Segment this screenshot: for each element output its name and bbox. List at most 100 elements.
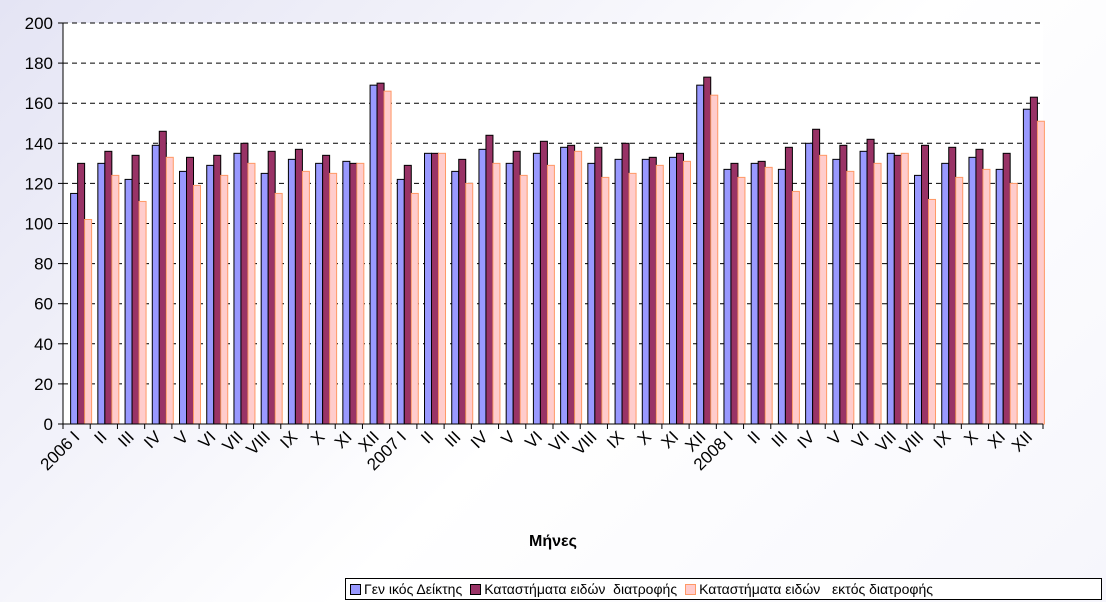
bar — [648, 156, 657, 425]
x-tick-label: V — [498, 427, 520, 449]
bar — [403, 164, 412, 425]
x-tick-label: V — [171, 427, 193, 449]
bar — [737, 176, 746, 425]
y-tick-label: 200 — [25, 14, 53, 33]
bar — [512, 150, 521, 425]
x-tick-label: XI — [658, 427, 683, 452]
bar — [587, 162, 596, 425]
y-tick-label: 40 — [34, 335, 53, 354]
x-tick-label: IV — [794, 427, 819, 452]
bar — [567, 144, 576, 425]
legend-item-food-stores: Καταστήματα ειδών διατροφής — [470, 581, 677, 597]
bar — [193, 184, 202, 425]
x-tick-label: VI — [848, 427, 873, 452]
bar — [886, 152, 895, 425]
bar — [764, 166, 773, 425]
bar — [287, 158, 296, 425]
bar — [186, 156, 195, 425]
bar — [131, 154, 140, 425]
y-tick-label: 120 — [25, 174, 53, 193]
x-tick-label: VIII — [243, 427, 274, 458]
bar — [431, 152, 440, 425]
bar — [158, 130, 167, 425]
x-tick-label: VI — [195, 427, 220, 452]
bar — [1002, 152, 1011, 425]
bar — [1022, 108, 1031, 425]
bar — [655, 164, 664, 425]
bar — [485, 134, 494, 425]
bar — [805, 142, 814, 425]
bar — [594, 146, 603, 425]
bar — [274, 192, 283, 425]
x-tick-label: II — [91, 427, 111, 447]
legend-item-general-index: Γεν ικός Δείκτης — [350, 581, 462, 597]
bar — [846, 170, 855, 425]
bar — [539, 140, 548, 425]
bar — [260, 172, 269, 425]
bar — [396, 178, 405, 425]
y-tick-label: 180 — [25, 54, 53, 73]
bar — [84, 218, 93, 425]
y-tick-label: 160 — [25, 94, 53, 113]
bar — [812, 128, 821, 425]
bar — [97, 162, 106, 425]
bar — [791, 190, 800, 425]
bar — [532, 152, 541, 425]
bar — [104, 150, 113, 425]
bar — [784, 146, 793, 425]
bar — [301, 170, 310, 425]
bar — [995, 168, 1004, 425]
bar — [383, 90, 392, 425]
x-tick-label: IV — [467, 427, 492, 452]
bar — [465, 182, 474, 425]
bar — [941, 162, 950, 425]
bar — [628, 172, 637, 425]
x-tick-label: VIII — [896, 427, 927, 458]
bar — [832, 158, 841, 425]
bar — [601, 176, 610, 425]
bar — [220, 174, 229, 425]
y-tick-label: 100 — [25, 215, 53, 234]
bar — [710, 94, 719, 425]
bar — [369, 84, 378, 425]
bar — [839, 144, 848, 425]
bar — [1009, 182, 1018, 425]
bar — [458, 158, 467, 425]
bar — [819, 154, 828, 425]
x-tick-label: VII — [219, 427, 247, 455]
bar — [975, 148, 984, 425]
legend-swatch-food-stores — [470, 583, 482, 595]
bar — [968, 156, 977, 425]
x-tick-label: IV — [140, 427, 165, 452]
bar — [165, 156, 174, 425]
bar — [424, 152, 433, 425]
bar — [777, 168, 786, 425]
y-tick-label: 140 — [25, 134, 53, 153]
x-tick-label: IX — [276, 427, 301, 452]
bar — [356, 162, 365, 425]
y-tick-label: 80 — [34, 255, 53, 274]
x-tick-label: III — [114, 427, 137, 450]
x-tick-label: VII — [545, 427, 573, 455]
bar — [179, 170, 188, 425]
bar — [451, 170, 460, 425]
x-tick-label: X — [960, 427, 981, 448]
x-tick-label: VIII — [569, 427, 600, 458]
y-tick-label: 0 — [44, 415, 53, 434]
legend-label-non-food-stores: Καταστήματα ειδών εκτός διατροφής — [699, 581, 934, 597]
bar — [505, 162, 514, 425]
bar — [859, 150, 868, 425]
bar — [329, 172, 338, 425]
bar — [696, 84, 705, 425]
bar — [928, 198, 937, 425]
legend-swatch-non-food-stores — [685, 583, 697, 595]
bar — [866, 138, 875, 425]
bar — [750, 162, 759, 425]
x-tick-label: V — [824, 427, 846, 449]
bar — [322, 154, 331, 425]
bar — [683, 160, 692, 425]
bar — [546, 164, 555, 425]
bar — [478, 148, 487, 425]
